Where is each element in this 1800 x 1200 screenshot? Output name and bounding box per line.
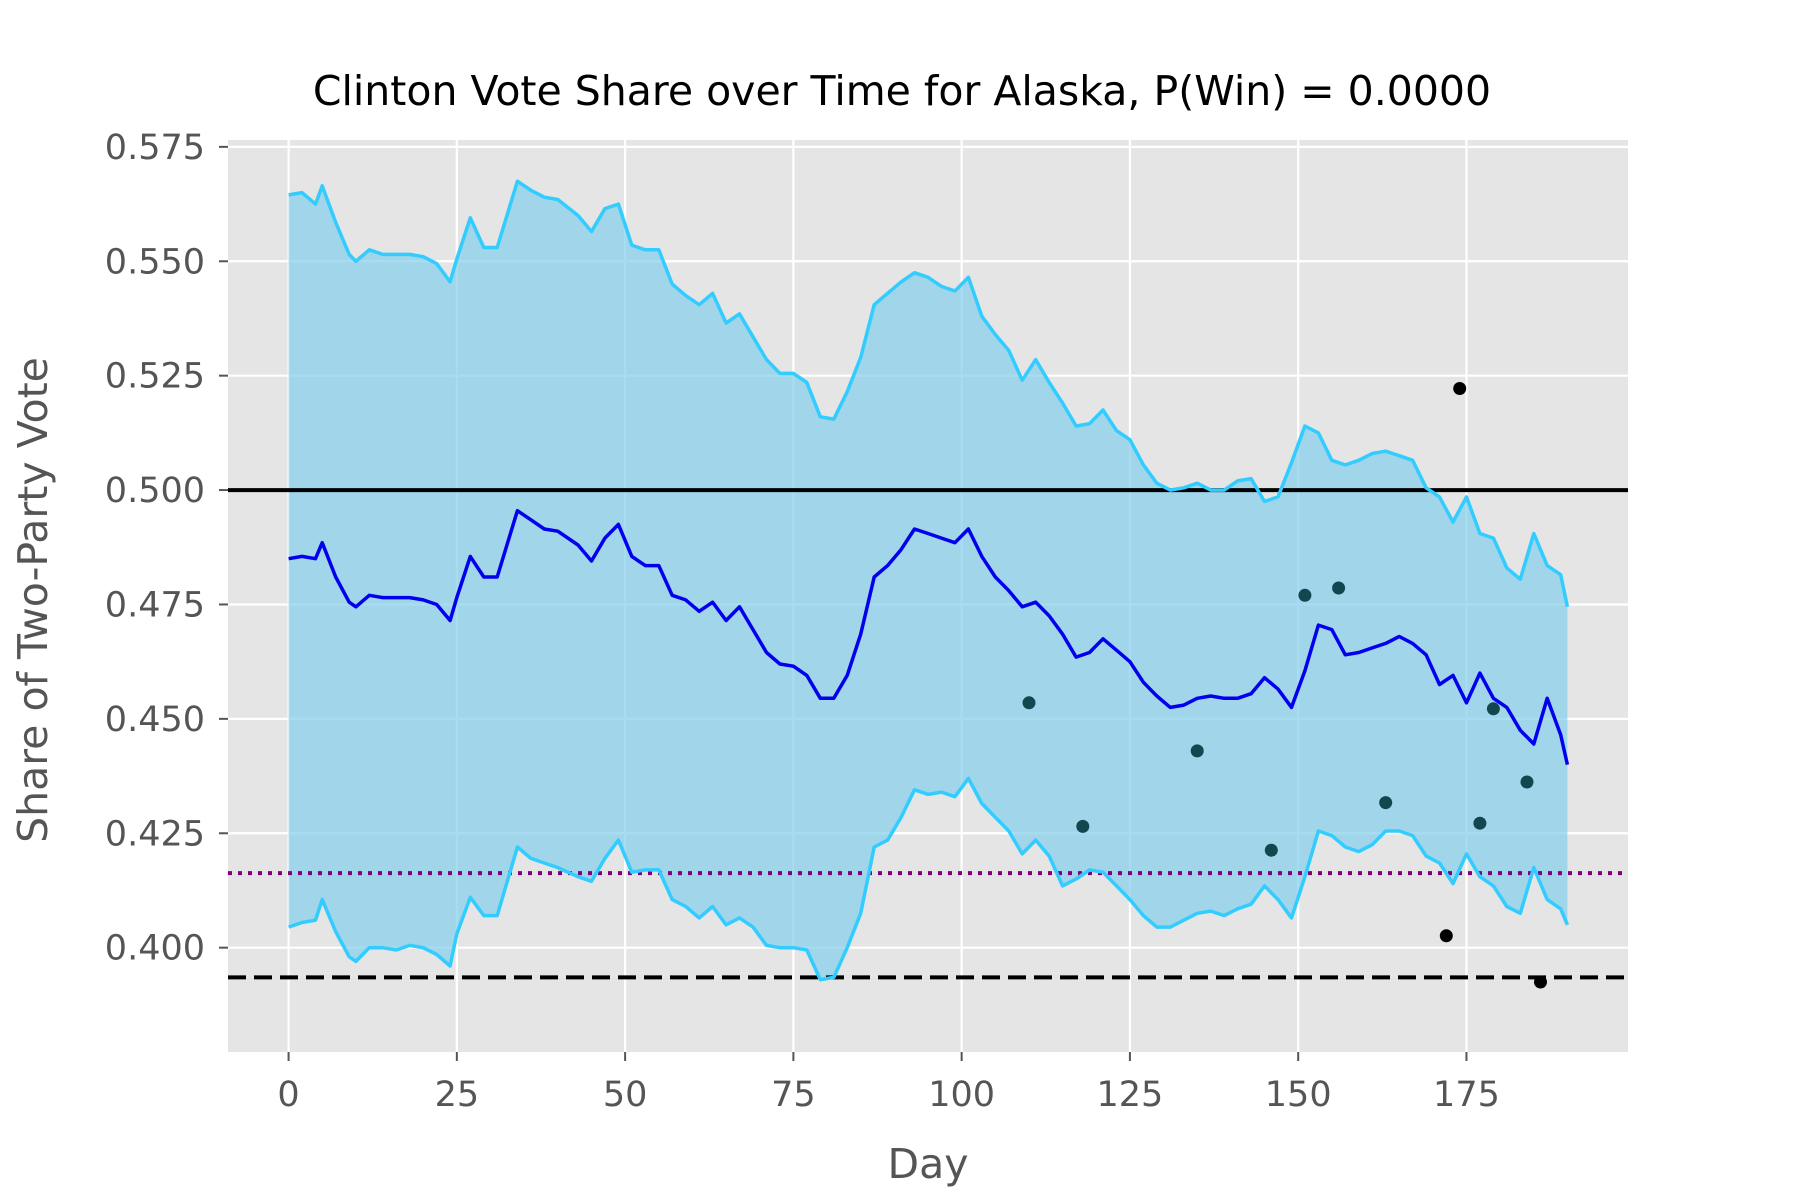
poll-point xyxy=(1332,581,1346,595)
x-tick-label: 175 xyxy=(1433,1075,1500,1115)
y-axis-label: Share of Two-Party Vote xyxy=(9,357,57,843)
lower-bound-line xyxy=(288,776,1570,982)
poll-point xyxy=(1264,843,1278,857)
poll-point xyxy=(1486,702,1500,716)
poll-points xyxy=(1022,382,1547,989)
chart-title: Clinton Vote Share over Time for Alaska,… xyxy=(313,67,1491,115)
x-tick-label: 0 xyxy=(277,1075,299,1115)
y-tick-label: 0.425 xyxy=(105,814,205,854)
x-axis-ticks: 0 25 50 75 100 125 150 175 xyxy=(277,1052,1500,1115)
y-tick-label: 0.575 xyxy=(105,128,205,168)
y-tick-label: 0.500 xyxy=(105,471,205,511)
x-tick-label: 150 xyxy=(1265,1075,1332,1115)
reference-lines xyxy=(228,488,1628,980)
y-tick-label: 0.475 xyxy=(105,585,205,625)
poll-point xyxy=(1473,816,1487,830)
x-tick-label: 50 xyxy=(603,1075,648,1115)
y-tick-label: 0.400 xyxy=(105,929,205,969)
poll-point xyxy=(1520,775,1534,789)
y-tick-label: 0.450 xyxy=(105,700,205,740)
mean-line xyxy=(288,508,1570,765)
y-tick-label: 0.525 xyxy=(105,357,205,397)
y-axis-ticks: 0.400 0.425 0.450 0.475 0.500 0.525 0.550 0.575 xyxy=(105,128,228,969)
poll-point xyxy=(1453,382,1467,395)
poll-point xyxy=(1298,588,1312,602)
x-tick-label: 125 xyxy=(1097,1075,1164,1115)
x-tick-label: 75 xyxy=(771,1075,816,1115)
x-tick-label: 100 xyxy=(928,1075,995,1115)
poll-point xyxy=(1439,929,1453,943)
poll-point xyxy=(1022,696,1036,710)
y-tick-label: 0.550 xyxy=(105,242,205,282)
confidence-band-fill xyxy=(288,181,1568,980)
poll-point xyxy=(1190,744,1204,758)
x-axis-label: Day xyxy=(888,1140,969,1188)
x-tick-label: 25 xyxy=(435,1075,480,1115)
poll-point xyxy=(1534,975,1547,989)
poll-point xyxy=(1379,796,1393,810)
confidence-band xyxy=(288,181,1568,980)
series-lines xyxy=(288,179,1570,982)
upper-bound-line xyxy=(288,179,1570,608)
poll-point xyxy=(1076,819,1090,833)
